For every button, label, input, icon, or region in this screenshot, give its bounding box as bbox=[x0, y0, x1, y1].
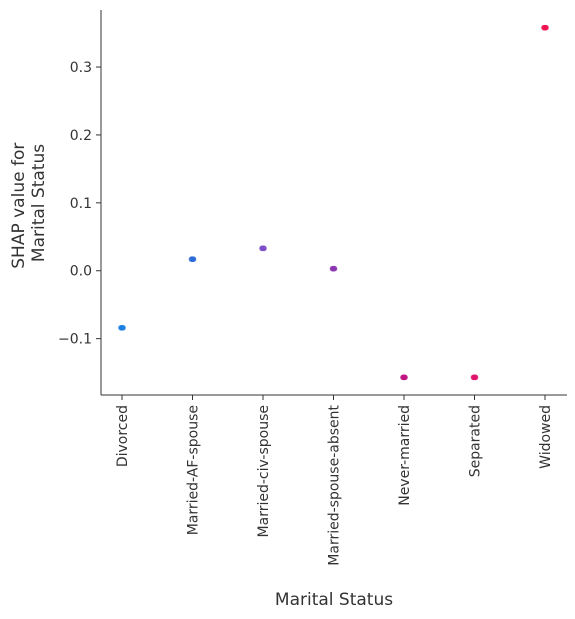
y-tick-label: 0.2 bbox=[70, 128, 92, 144]
data-point bbox=[261, 245, 267, 252]
x-tick-label: Separated bbox=[468, 405, 484, 477]
axes-spines bbox=[100, 10, 567, 396]
y-ticks: −0.1 0.0 0.1 0.2 0.3 bbox=[58, 60, 101, 348]
x-axis-title: Marital Status bbox=[275, 590, 393, 610]
y-tick-label: 0.0 bbox=[70, 264, 92, 280]
x-ticks: Divorced Married-AF-spouse Married-civ-spo… bbox=[115, 395, 554, 566]
data-point bbox=[331, 265, 338, 272]
data-point bbox=[543, 24, 549, 31]
y-axis-title-line-2: Marital Status bbox=[29, 144, 49, 262]
x-tick-label: Married-spouse-absent bbox=[327, 404, 343, 565]
data-point bbox=[190, 256, 197, 262]
data-point bbox=[402, 374, 408, 381]
y-tick-label: −0.1 bbox=[58, 332, 92, 348]
x-tick-label: Divorced bbox=[115, 405, 131, 467]
y-axis-title: SHAP value for Marital Status bbox=[9, 137, 49, 268]
data-point bbox=[472, 374, 479, 381]
y-tick-label: 0.3 bbox=[70, 60, 92, 76]
data-points bbox=[118, 24, 549, 381]
x-tick-label: Widowed bbox=[538, 405, 554, 469]
x-tick-label: Never-married bbox=[397, 405, 413, 506]
x-tick-label: Married-AF-spouse bbox=[186, 405, 202, 535]
y-tick-label: 0.1 bbox=[70, 196, 92, 212]
x-tick-label: Married-civ-spouse bbox=[256, 405, 272, 537]
y-axis-title-line-1: SHAP value for bbox=[9, 143, 29, 269]
data-point bbox=[120, 324, 126, 331]
